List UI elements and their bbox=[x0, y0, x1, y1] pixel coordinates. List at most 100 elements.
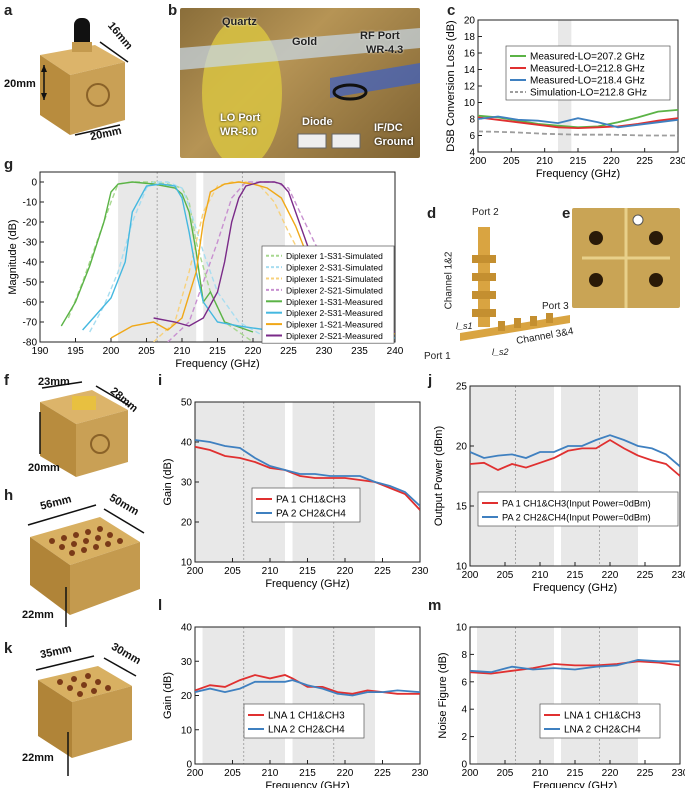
xtick-label-c-3: 215 bbox=[570, 156, 587, 167]
xtick-label-m-5: 225 bbox=[637, 768, 654, 779]
xtick-label-m-4: 220 bbox=[602, 768, 619, 779]
xtick-label-m-0: 200 bbox=[462, 768, 479, 779]
xtick-label-l-0: 200 bbox=[187, 768, 204, 779]
xtick-label-c-4: 220 bbox=[603, 156, 620, 167]
label-diode: Diode bbox=[302, 116, 333, 128]
xlabel-i: Frequency (GHz) bbox=[265, 578, 349, 590]
xtick-label-g-2: 200 bbox=[103, 346, 120, 357]
legend-label-g-6: Diplexer 1-S21-Measured bbox=[286, 320, 383, 330]
shade-band-j-0 bbox=[470, 386, 554, 566]
xtick-label-g-10: 240 bbox=[387, 346, 404, 357]
ytick-label-g-5: -50 bbox=[23, 278, 38, 289]
series-line-c-3 bbox=[478, 130, 678, 137]
legend-box-l bbox=[243, 703, 365, 739]
ytick-label-l-1: 10 bbox=[181, 725, 193, 736]
ytick-label-j-2: 20 bbox=[456, 442, 468, 453]
ytick-label-i-2: 30 bbox=[181, 478, 193, 489]
label-lo-port: LO Port bbox=[220, 112, 261, 124]
label-rf-port: RF Port bbox=[360, 30, 400, 42]
photo-f-pa-block: 23mm 28mm 20mm bbox=[0, 372, 155, 487]
ylabel-l: Gain (dB) bbox=[162, 672, 174, 719]
xtick-label-g-0: 190 bbox=[32, 346, 49, 357]
ylabel-i: Gain (dB) bbox=[162, 458, 174, 505]
ylabel-j: Output Power (dBm) bbox=[433, 426, 445, 526]
ytick-label-i-4: 50 bbox=[181, 398, 193, 409]
ytick-label-c-2: 8 bbox=[469, 115, 475, 126]
label-gold: Gold bbox=[292, 36, 318, 48]
series-line-j-1 bbox=[470, 434, 680, 468]
ytick-label-g-7: -70 bbox=[23, 318, 38, 329]
series-line-i-0 bbox=[195, 445, 420, 511]
legend-label-g-7: Diplexer 2-S21-Measured bbox=[286, 331, 383, 341]
panel-label-g: g bbox=[4, 156, 14, 173]
legend-label-m-1: LNA 2 CH2&CH4 bbox=[564, 725, 641, 736]
ytick-label-i-3: 40 bbox=[181, 438, 193, 449]
ytick-label-c-4: 12 bbox=[464, 82, 476, 93]
xtick-label-i-0: 200 bbox=[187, 566, 204, 577]
xtick-label-c-6: 230 bbox=[670, 156, 685, 167]
ytick-label-l-0: 0 bbox=[186, 760, 192, 771]
ytick-label-c-6: 16 bbox=[464, 49, 476, 60]
xtick-label-l-5: 225 bbox=[374, 768, 391, 779]
ytick-label-g-2: -20 bbox=[23, 218, 38, 229]
label-wr80: WR-8.0 bbox=[220, 126, 258, 138]
ytick-label-l-2: 20 bbox=[181, 691, 193, 702]
series-line-l-1 bbox=[195, 679, 420, 697]
ytick-label-m-0: 0 bbox=[461, 760, 467, 771]
label-ls1: l_s1 bbox=[456, 321, 473, 331]
label-ls2: l_s2 bbox=[492, 347, 509, 357]
series-line-g-4 bbox=[60, 181, 254, 333]
chart-c: 200 205 210 215 220 225 230 4 6 8 10 12 14 16 18 20 Freq… bbox=[445, 16, 685, 181]
label-ground: Ground bbox=[374, 136, 414, 148]
xtick-label-g-8: 230 bbox=[316, 346, 333, 357]
dim-f-23mm: 23mm bbox=[38, 376, 70, 388]
ytick-label-j-3: 25 bbox=[456, 382, 468, 393]
ytick-label-l-3: 30 bbox=[181, 657, 193, 668]
series-line-g-5 bbox=[82, 183, 395, 339]
label-quartz: Quartz bbox=[222, 16, 257, 28]
xtick-label-m-6: 230 bbox=[672, 768, 685, 779]
ytick-label-c-1: 6 bbox=[469, 131, 475, 142]
series-line-g-1 bbox=[89, 181, 296, 342]
xtick-label-i-1: 205 bbox=[224, 566, 241, 577]
ytick-label-m-4: 8 bbox=[461, 650, 467, 661]
legend-box-m bbox=[539, 703, 661, 739]
panel-label-j: j bbox=[428, 372, 433, 389]
ytick-label-c-8: 20 bbox=[464, 16, 476, 27]
xtick-label-m-1: 205 bbox=[497, 768, 514, 779]
series-line-j-0 bbox=[470, 438, 680, 477]
legend-label-c-2: Measured-LO=218.4 GHz bbox=[530, 76, 645, 87]
panel-label-c: c bbox=[447, 2, 456, 19]
legend-label-m-0: LNA 1 CH1&CH3 bbox=[564, 711, 641, 722]
xtick-label-i-4: 220 bbox=[337, 566, 354, 577]
xtick-label-j-2: 210 bbox=[532, 570, 549, 581]
shade-band-i-0 bbox=[195, 402, 285, 562]
panel-label-b: b bbox=[168, 2, 178, 19]
photo-d-diplexer-model: Port 2 Channel 1&2 Port 3 Channel 3&4 Po… bbox=[420, 205, 580, 370]
ytick-label-l-4: 40 bbox=[181, 623, 193, 634]
legend-label-g-4: Diplexer 1-S31-Measured bbox=[286, 297, 383, 307]
legend-label-i-1: PA 2 CH2&CH4 bbox=[276, 509, 346, 520]
xlabel-j: Frequency (GHz) bbox=[533, 582, 617, 594]
ytick-label-g-8: -80 bbox=[23, 338, 38, 349]
legend-box-j bbox=[477, 491, 679, 527]
xtick-label-j-1: 205 bbox=[497, 570, 514, 581]
panel-label-a: a bbox=[4, 2, 13, 19]
xtick-label-c-0: 200 bbox=[470, 156, 487, 167]
ytick-label-i-1: 20 bbox=[181, 518, 193, 529]
legend-label-g-5: Diplexer 2-S31-Measured bbox=[286, 308, 383, 318]
xtick-label-m-2: 210 bbox=[532, 768, 549, 779]
ylabel-g: Magnitude (dB) bbox=[7, 219, 19, 294]
legend-label-c-1: Measured-LO=212.8 GHz bbox=[530, 64, 645, 75]
xtick-label-g-3: 205 bbox=[138, 346, 155, 357]
panel-label-f: f bbox=[4, 372, 9, 389]
xtick-label-g-6: 220 bbox=[245, 346, 262, 357]
ytick-label-c-0: 4 bbox=[469, 148, 475, 159]
legend-label-j-1: PA 2 CH2&CH4(Input Power=0dBm) bbox=[502, 513, 651, 523]
legend-box-g bbox=[261, 245, 395, 344]
label-port2: Port 2 bbox=[472, 207, 499, 218]
ytick-label-c-5: 14 bbox=[464, 65, 476, 76]
xlabel-c: Frequency (GHz) bbox=[536, 168, 620, 180]
series-group-j bbox=[470, 434, 680, 477]
